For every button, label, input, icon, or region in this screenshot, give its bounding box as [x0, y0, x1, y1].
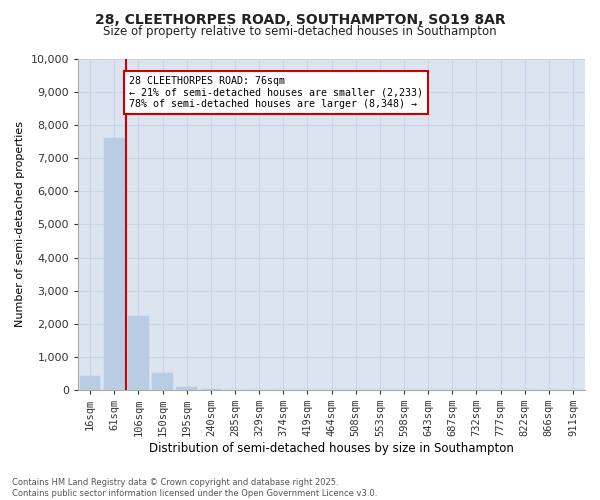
- Y-axis label: Number of semi-detached properties: Number of semi-detached properties: [15, 122, 25, 328]
- Bar: [128, 316, 149, 390]
- X-axis label: Distribution of semi-detached houses by size in Southampton: Distribution of semi-detached houses by …: [149, 442, 514, 455]
- Bar: [104, 138, 125, 390]
- Text: Size of property relative to semi-detached houses in Southampton: Size of property relative to semi-detach…: [103, 25, 497, 38]
- Text: 28 CLEETHORPES ROAD: 76sqm
← 21% of semi-detached houses are smaller (2,233)
78%: 28 CLEETHORPES ROAD: 76sqm ← 21% of semi…: [129, 76, 423, 108]
- Bar: [176, 386, 197, 390]
- Text: Contains HM Land Registry data © Crown copyright and database right 2025.
Contai: Contains HM Land Registry data © Crown c…: [12, 478, 377, 498]
- Text: 28, CLEETHORPES ROAD, SOUTHAMPTON, SO19 8AR: 28, CLEETHORPES ROAD, SOUTHAMPTON, SO19 …: [95, 12, 505, 26]
- Bar: [152, 372, 173, 390]
- Bar: [80, 376, 100, 390]
- Bar: [200, 389, 221, 390]
